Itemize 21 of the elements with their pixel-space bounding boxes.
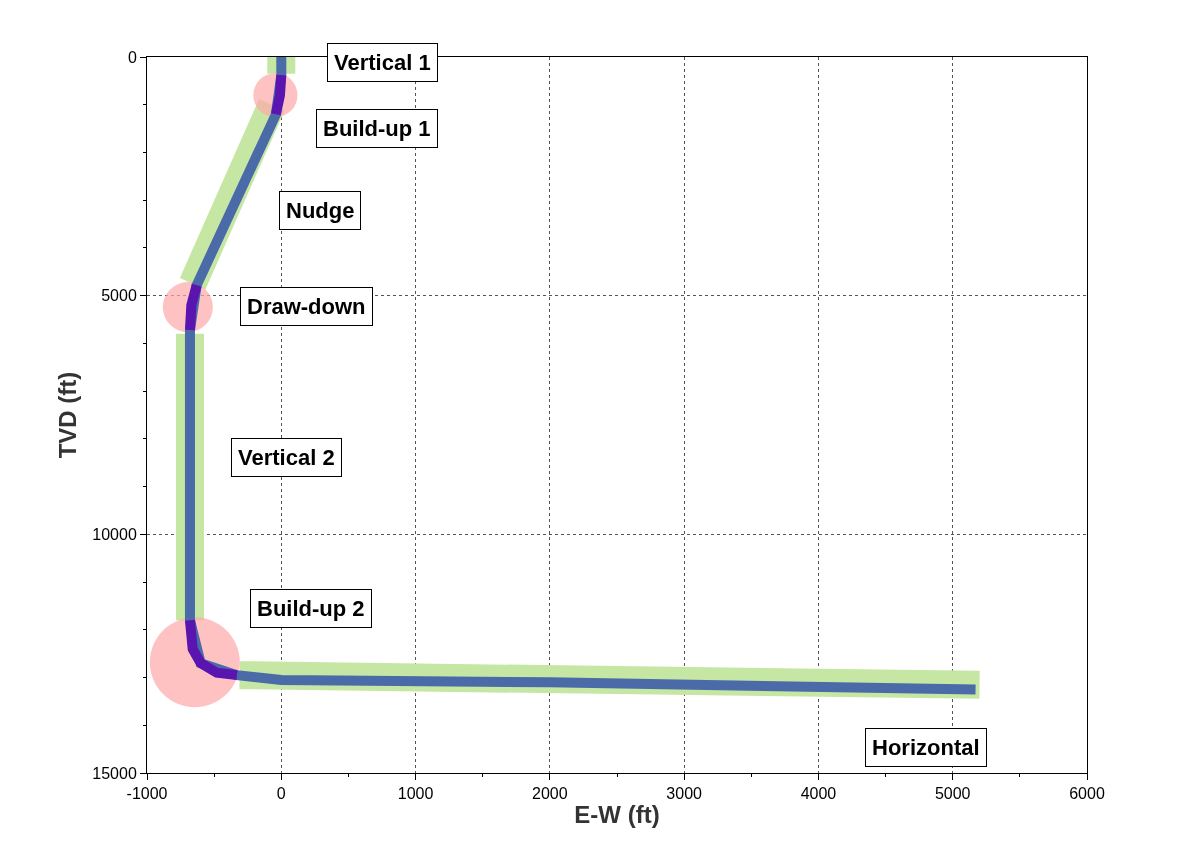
annotation: Horizontal [872,735,980,760]
x-tick-label: -1000 [126,785,168,803]
annotation: Build-up 2 [257,596,365,621]
x-tick-label: 5000 [934,785,971,803]
x-axis-title: E-W (ft) [574,800,660,828]
y-tick-label: 15000 [92,764,137,782]
annotation: Draw-down [247,294,366,319]
x-tick-label: 3000 [666,785,703,803]
x-tick-label: 0 [276,785,286,803]
annotation: Build-up 1 [323,116,431,141]
x-tick-label: 6000 [1069,785,1105,803]
x-tick-label: 4000 [800,785,837,803]
y-axis-title: TVD (ft) [54,371,82,459]
y-tick-label: 10000 [92,525,137,543]
y-tick-label: 5000 [101,287,137,305]
annotation: Nudge [286,198,355,223]
x-tick-label: 2000 [532,785,568,803]
y-tick-label: 0 [127,48,137,66]
annotation: Vertical 1 [334,50,431,75]
x-tick-label: 1000 [397,785,434,803]
annotation: Vertical 2 [238,445,335,470]
